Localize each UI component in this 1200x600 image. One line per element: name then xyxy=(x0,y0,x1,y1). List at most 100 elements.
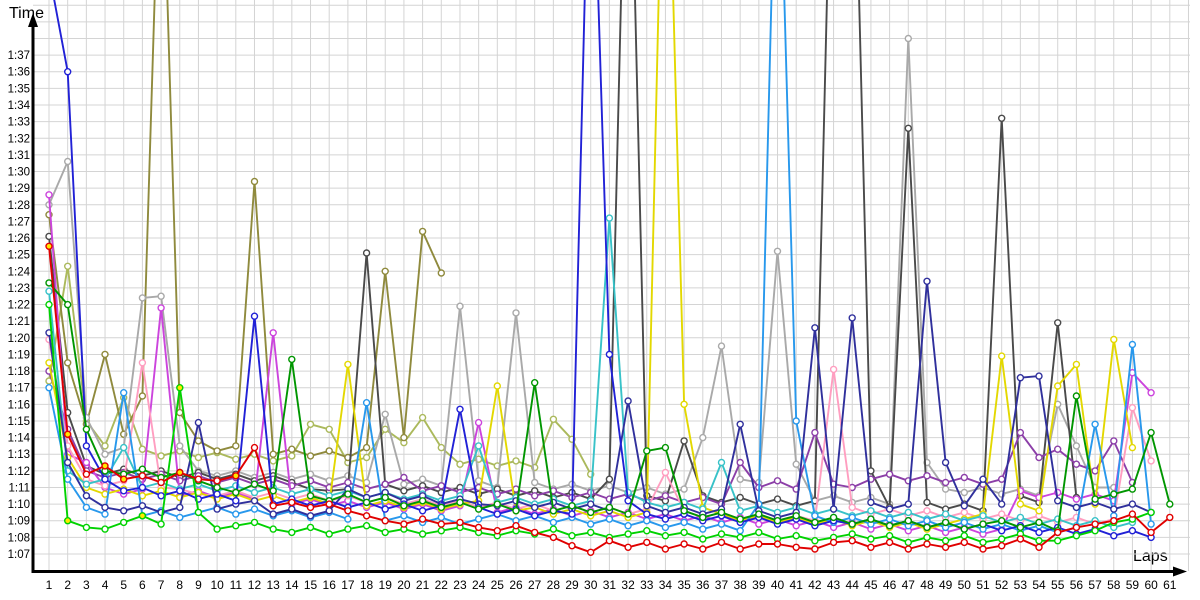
data-point xyxy=(45,242,53,251)
data-point xyxy=(1091,520,1099,528)
x-tick-label: 56 xyxy=(1070,578,1084,592)
data-point xyxy=(885,470,894,478)
data-point xyxy=(325,447,333,455)
data-point xyxy=(998,114,1006,123)
y-tick-label: 1:21 xyxy=(8,316,30,328)
data-point xyxy=(1091,420,1099,428)
data-point xyxy=(587,528,595,537)
data-point xyxy=(605,350,614,359)
y-tick-label: 1:19 xyxy=(8,349,30,361)
data-point xyxy=(811,545,819,553)
data-point xyxy=(381,267,389,275)
data-point xyxy=(941,485,950,493)
data-point xyxy=(979,538,987,547)
data-point xyxy=(829,505,838,513)
data-point xyxy=(381,493,389,502)
data-point xyxy=(1035,528,1043,537)
data-point xyxy=(45,287,53,295)
data-point xyxy=(1110,532,1118,540)
data-point xyxy=(232,522,240,530)
data-point xyxy=(344,507,352,515)
data-point xyxy=(885,538,894,547)
x-tick-label: 8 xyxy=(176,578,183,592)
data-point xyxy=(587,548,595,556)
x-tick-label: 38 xyxy=(733,578,747,592)
data-point xyxy=(960,518,968,527)
series-dark-khaki-line xyxy=(48,0,443,459)
data-point xyxy=(960,525,968,533)
data-point xyxy=(1035,537,1043,545)
x-tick-label: 18 xyxy=(360,578,374,592)
x-tick-label: 52 xyxy=(995,578,1009,592)
data-point xyxy=(643,502,651,510)
x-tick-label: 5 xyxy=(120,578,127,592)
data-point xyxy=(531,492,539,500)
data-point xyxy=(250,488,259,497)
data-point xyxy=(82,503,91,512)
data-point xyxy=(437,513,445,522)
data-point xyxy=(998,527,1006,535)
data-point xyxy=(624,530,632,538)
data-point xyxy=(456,460,464,468)
y-tick-label: 1:09 xyxy=(8,516,30,528)
data-point xyxy=(605,482,614,490)
data-point xyxy=(923,472,931,480)
data-point xyxy=(848,537,856,545)
data-point xyxy=(773,495,782,503)
data-point xyxy=(176,513,184,522)
data-point xyxy=(1072,360,1081,369)
data-point xyxy=(829,513,838,522)
data-point xyxy=(848,314,856,322)
series-silver-line xyxy=(48,37,1114,506)
y-tick-label: 1:32 xyxy=(8,133,30,145)
x-tick-label: 21 xyxy=(416,578,430,592)
data-point xyxy=(680,528,688,537)
data-point xyxy=(960,508,968,517)
data-point xyxy=(717,538,726,547)
data-point xyxy=(63,157,72,166)
x-tick-label: 33 xyxy=(640,578,654,592)
x-tick-labels: 1 2 3 4 5 6 7 8 9 10 11 12 13 14 15 16 17 18 19 20 21 22 23 24 2… xyxy=(46,578,1177,592)
data-point xyxy=(1035,372,1043,380)
data-point xyxy=(1035,518,1043,527)
data-point xyxy=(998,535,1006,543)
data-point xyxy=(269,502,277,510)
data-point xyxy=(531,503,539,512)
data-point xyxy=(63,67,72,76)
x-tick-label: 30 xyxy=(584,578,598,592)
data-point xyxy=(1053,382,1062,390)
x-tick-label: 20 xyxy=(397,578,411,592)
data-point xyxy=(250,177,259,186)
x-tick-label: 35 xyxy=(677,578,691,592)
data-point xyxy=(1035,453,1043,462)
x-axis-title: Laps xyxy=(1133,548,1168,565)
data-point xyxy=(885,515,894,523)
data-point xyxy=(213,505,221,513)
x-tick-label: 42 xyxy=(808,578,822,592)
data-point xyxy=(1128,500,1137,508)
data-point xyxy=(792,543,800,551)
data-point xyxy=(306,452,315,460)
data-point xyxy=(941,537,950,545)
data-point xyxy=(82,458,91,467)
data-point xyxy=(736,458,744,467)
data-point xyxy=(867,507,875,515)
data-point xyxy=(101,525,109,533)
data-point xyxy=(138,483,147,492)
y-tick-label: 1:31 xyxy=(8,150,30,162)
data-point xyxy=(437,503,445,512)
x-tick-label: 3 xyxy=(83,578,90,592)
x-tick-label: 59 xyxy=(1126,578,1140,592)
data-point xyxy=(474,515,483,523)
data-point xyxy=(792,532,800,540)
data-point xyxy=(1128,485,1137,493)
data-point xyxy=(1110,517,1118,525)
data-point xyxy=(101,450,109,458)
x-tick-label: 37 xyxy=(715,578,729,592)
data-point xyxy=(269,450,277,458)
data-point xyxy=(1053,528,1062,537)
data-point xyxy=(792,460,800,468)
x-tick-label: 51 xyxy=(976,578,990,592)
data-point xyxy=(138,359,147,367)
